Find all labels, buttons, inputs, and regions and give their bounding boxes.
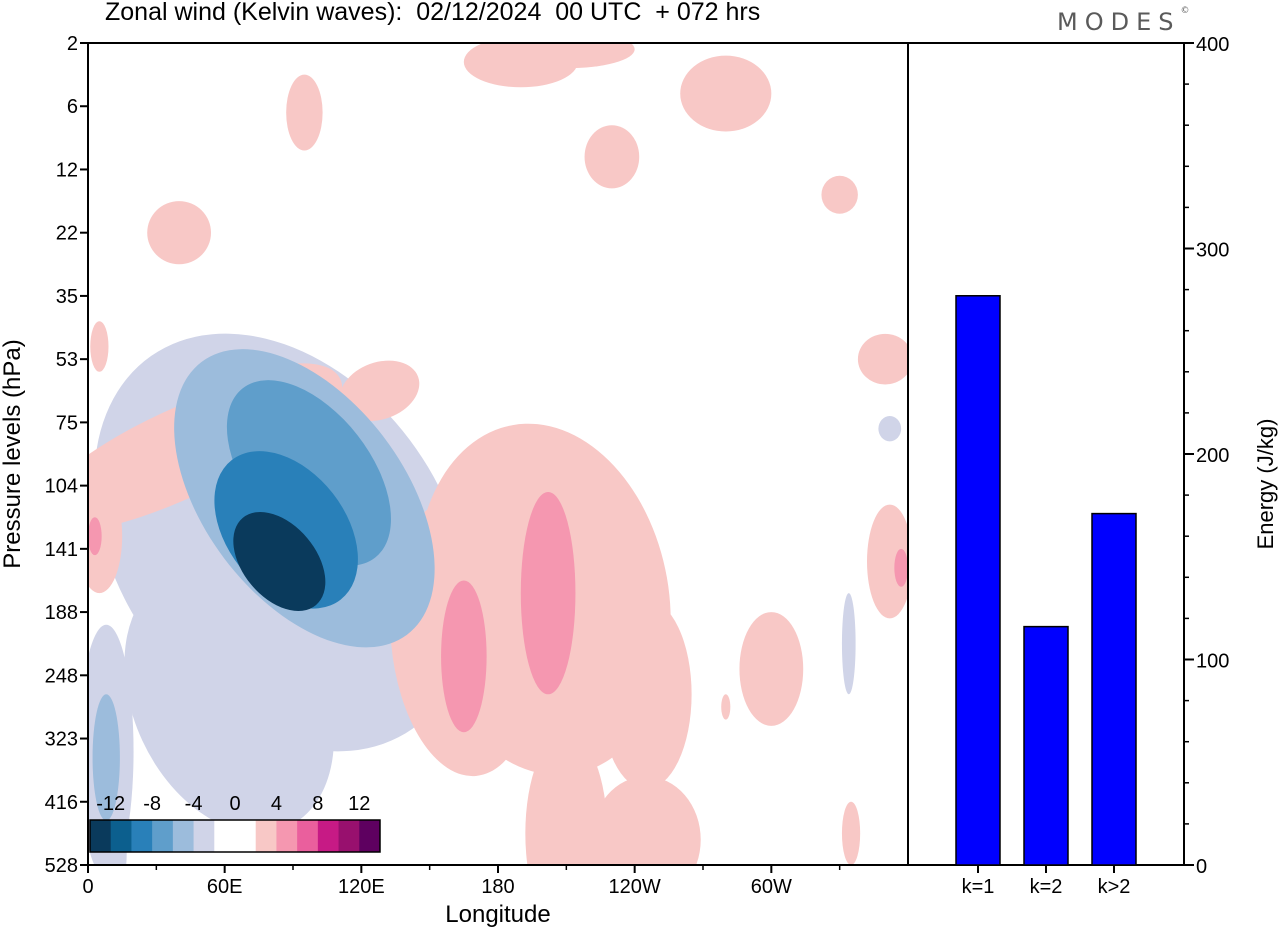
contour-region [498, 43, 635, 69]
contour-region [894, 548, 908, 587]
colorbar-frame [89, 819, 381, 853]
y-tick-label: 35 [56, 286, 78, 308]
energy-axis-label: Energy (J/kg) [1253, 419, 1278, 550]
contour-region [286, 74, 323, 151]
contour-region [158, 43, 223, 62]
contour-region [525, 732, 608, 865]
contour-region [821, 175, 858, 214]
y-tick-label: 6 [67, 96, 78, 118]
contour-region [88, 479, 123, 594]
y-tick-label: 188 [45, 602, 78, 624]
contour-region [584, 125, 640, 189]
colorbar-swatch [131, 820, 153, 852]
contour-region [882, 656, 908, 733]
y-tick-label: 416 [45, 792, 78, 814]
bar [1023, 625, 1069, 866]
colorbar-swatch [276, 820, 298, 852]
contour-region [748, 71, 840, 142]
colorbar-tick-label: -8 [143, 793, 161, 815]
chart-title: Zonal wind (Kelvin waves): 02/12/2024 00… [105, 0, 761, 26]
colorbar-swatch [193, 820, 215, 852]
y-tick-label: 323 [45, 729, 78, 751]
contour-region [441, 580, 487, 733]
colorbar-tick-label: 8 [312, 793, 323, 815]
contour-region [841, 593, 856, 695]
colorbar-tick-label: 4 [271, 793, 282, 815]
energy-tick-label: 200 [1196, 445, 1229, 467]
x-tick-label: 60E [207, 876, 243, 898]
y-axis-label: Pressure levels (hPa) [0, 339, 26, 568]
y-tick-label: 53 [56, 349, 78, 371]
bar-category-label: k=1 [962, 876, 995, 898]
contour-region [354, 257, 391, 296]
bar [1091, 512, 1137, 866]
energy-tick-label: 400 [1196, 34, 1229, 56]
y-tick-label: 12 [56, 159, 78, 181]
contour-region [878, 416, 902, 442]
contour-region [680, 55, 772, 132]
y-tick-label: 141 [45, 539, 78, 561]
contour-region [841, 801, 861, 865]
bar-category-label: k=2 [1030, 876, 1063, 898]
colorbar-tick-label: 0 [229, 793, 240, 815]
colorbar-swatch [338, 820, 360, 852]
contour-region [867, 504, 908, 619]
colorbar-swatch [255, 820, 277, 852]
colorbar-swatch [90, 820, 112, 852]
contour-region [520, 491, 576, 695]
y-tick-label: 528 [45, 855, 78, 877]
bar-category-label: k>2 [1098, 876, 1131, 898]
contour-region [739, 612, 804, 726]
contour-region [384, 261, 430, 306]
bar [955, 295, 1001, 866]
colorbar-swatch [172, 820, 195, 852]
contour-region [92, 694, 120, 821]
energy-tick-label: 100 [1196, 651, 1229, 673]
colorbar-swatch [359, 820, 381, 852]
y-tick-label: 2 [67, 33, 78, 55]
colorbar-tick-label: 12 [348, 793, 370, 815]
x-tick-label: 0 [82, 876, 93, 898]
energy-tick-label: 0 [1196, 856, 1207, 878]
colorbar-swatch [235, 820, 257, 852]
brand-mark: © [1180, 6, 1190, 16]
colorbar-swatch [214, 820, 236, 852]
x-axis-label: Longitude [445, 901, 550, 928]
contour-region [88, 517, 102, 556]
contour-region [90, 321, 109, 372]
brand-text: MODES [1057, 8, 1181, 36]
colorbar-tick-label: -12 [96, 793, 125, 815]
x-tick-label: 120E [338, 876, 385, 898]
y-tick-label: 248 [45, 665, 78, 687]
colorbar-swatch [110, 820, 132, 852]
colorbar-swatch [297, 820, 319, 852]
x-tick-label: 120W [609, 876, 661, 898]
contour-region [721, 694, 731, 720]
y-tick-label: 104 [45, 476, 78, 498]
contour-region [233, 512, 326, 611]
y-tick-label: 75 [56, 412, 78, 434]
contour-region [339, 360, 420, 421]
colorbar-tick-label: -4 [185, 793, 203, 815]
contour-region [857, 333, 908, 385]
contour-region [147, 201, 211, 265]
x-tick-label: 60W [751, 876, 792, 898]
contour-region [591, 776, 701, 865]
x-tick-label: 180 [481, 876, 514, 898]
colorbar-swatch [152, 820, 174, 852]
y-tick-label: 22 [56, 223, 78, 245]
brand-logo: MODES© [1057, 6, 1190, 36]
energy-tick-label: 300 [1196, 240, 1229, 262]
colorbar-swatch [317, 820, 340, 852]
